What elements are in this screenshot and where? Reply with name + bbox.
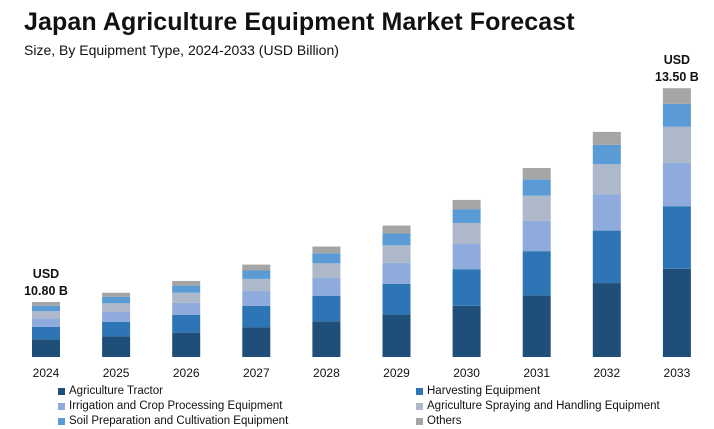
legend-swatch xyxy=(416,417,423,425)
x-tick-label: 2031 xyxy=(523,366,550,380)
legend: Agriculture Tractor Harvesting Equipment I… xyxy=(58,384,698,428)
chart-title: Japan Agriculture Equipment Market Forec… xyxy=(24,8,575,36)
legend-label: Irrigation and Crop Processing Equipment xyxy=(69,400,283,412)
legend-swatch xyxy=(416,402,423,410)
bar-2024-series-1 xyxy=(32,326,60,340)
bar-2024-series-5 xyxy=(32,301,60,306)
x-tick-label: 2024 xyxy=(33,366,60,380)
bar-2026-series-4 xyxy=(172,285,201,293)
bar-2029-series-0 xyxy=(382,314,411,357)
bar-2028-series-1 xyxy=(312,295,341,322)
bar-2025-series-0 xyxy=(102,336,131,357)
legend-item: Agriculture Spraying and Handling Equipm… xyxy=(416,399,698,413)
bar-2025-series-5 xyxy=(102,292,131,297)
bar-2033-series-3 xyxy=(662,126,691,163)
bar-2032-series-4 xyxy=(592,144,621,165)
bar-2027-series-5 xyxy=(242,264,271,271)
x-tick-label: 2028 xyxy=(313,366,340,380)
bar-2025-series-2 xyxy=(102,311,131,322)
legend-swatch xyxy=(58,387,65,395)
bar-2026-series-3 xyxy=(172,292,201,303)
legend-item: Harvesting Equipment xyxy=(416,384,698,398)
x-tick-label: 2026 xyxy=(173,366,200,380)
bar-2031-series-3 xyxy=(522,195,551,221)
bar-2032-series-1 xyxy=(592,230,621,284)
legend-swatch xyxy=(416,387,423,395)
x-tick-label: 2030 xyxy=(453,366,480,380)
legend-swatch xyxy=(58,417,65,425)
legend-item: Others xyxy=(416,414,698,428)
bar-2029-series-2 xyxy=(382,262,411,284)
bar-2024-series-3 xyxy=(32,311,60,319)
bar-2028-series-4 xyxy=(312,253,341,264)
bar-2025-series-3 xyxy=(102,303,131,312)
bar-2030-series-3 xyxy=(452,223,481,245)
legend-item: Agriculture Tractor xyxy=(58,384,416,398)
bar-2027-series-3 xyxy=(242,278,271,292)
bar-2033-series-5 xyxy=(662,88,691,104)
bar-2030-series-4 xyxy=(452,209,481,224)
chart-subtitle: Size, By Equipment Type, 2024-2033 (USD … xyxy=(24,42,339,58)
bar-2026-series-5 xyxy=(172,280,201,286)
bar-2033-series-2 xyxy=(662,162,691,207)
x-axis-ticks: 2024 2025 2026 2027 2028 2029 2030 2031 2032 2033 xyxy=(33,366,691,380)
bar-2029-series-1 xyxy=(382,283,411,315)
bar-2025-series-4 xyxy=(102,296,131,304)
bar-2026-series-1 xyxy=(172,315,201,333)
bar-2032-series-0 xyxy=(592,283,621,357)
bar-2032-series-3 xyxy=(592,164,621,195)
bar-2024-series-4 xyxy=(32,305,60,312)
bar-2028-series-5 xyxy=(312,246,341,254)
bar-2029-series-4 xyxy=(382,233,411,246)
legend-item: Irrigation and Crop Processing Equipment xyxy=(58,399,416,413)
legend-label: Harvesting Equipment xyxy=(427,385,541,397)
bar-2024-series-0 xyxy=(32,339,60,357)
bar-2027-series-4 xyxy=(242,270,271,279)
legend-item: Soil Preparation and Cultivation Equipme… xyxy=(58,414,416,428)
x-tick-label: 2033 xyxy=(664,366,691,380)
legend-swatch xyxy=(58,402,65,410)
legend-label: Others xyxy=(427,415,462,427)
bar-2033-series-0 xyxy=(662,268,691,357)
legend-label: Agriculture Spraying and Handling Equipm… xyxy=(427,400,660,412)
bar-2033-series-4 xyxy=(662,103,691,127)
bar-2024-series-2 xyxy=(32,318,60,327)
bar-2031-series-1 xyxy=(522,251,551,296)
legend-label: Soil Preparation and Cultivation Equipme… xyxy=(69,415,289,427)
bar-2027-series-2 xyxy=(242,291,271,306)
bar-2027-series-1 xyxy=(242,305,271,328)
x-tick-label: 2027 xyxy=(243,366,270,380)
bar-2028-series-2 xyxy=(312,278,341,296)
bar-2026-series-0 xyxy=(172,332,201,357)
value-callout-2024-line-1: USD xyxy=(33,267,59,281)
bar-2028-series-3 xyxy=(312,263,341,279)
bar-stacks xyxy=(32,88,691,357)
bar-2030-series-0 xyxy=(452,305,481,357)
bar-2029-series-5 xyxy=(382,225,411,234)
bar-2026-series-2 xyxy=(172,302,201,315)
bar-2027-series-0 xyxy=(242,327,271,357)
bar-2031-series-5 xyxy=(522,168,551,180)
bar-2028-series-0 xyxy=(312,321,341,357)
value-callout-2033-line-2: 13.50 B xyxy=(655,70,699,84)
value-callouts: USD 10.80 B USD 13.50 B xyxy=(24,53,699,298)
bar-2030-series-5 xyxy=(452,199,481,210)
value-callout-2033-line-1: USD xyxy=(664,53,690,67)
value-callout-2024-line-2: 10.80 B xyxy=(24,284,68,298)
x-tick-label: 2025 xyxy=(103,366,130,380)
bar-2030-series-2 xyxy=(452,244,481,270)
bar-2032-series-2 xyxy=(592,194,621,231)
x-tick-label: 2032 xyxy=(593,366,620,380)
legend-label: Agriculture Tractor xyxy=(69,385,163,397)
bar-2033-series-1 xyxy=(662,206,691,269)
bar-2031-series-2 xyxy=(522,220,551,252)
bar-2031-series-0 xyxy=(522,295,551,357)
bar-2025-series-1 xyxy=(102,321,131,337)
bar-2030-series-1 xyxy=(452,269,481,306)
bar-2029-series-3 xyxy=(382,245,411,263)
x-tick-label: 2029 xyxy=(383,366,410,380)
bar-2031-series-4 xyxy=(522,179,551,196)
bar-2032-series-5 xyxy=(592,131,621,145)
